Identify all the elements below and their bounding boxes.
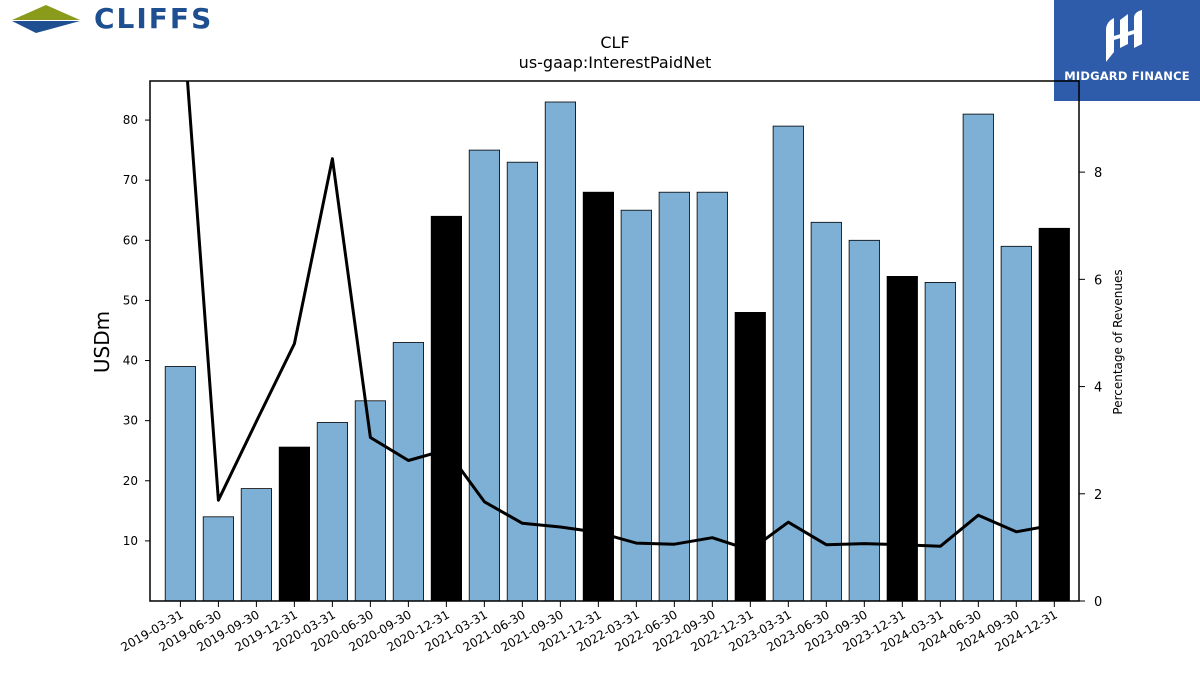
bar: [734, 311, 766, 602]
bar: [924, 281, 956, 602]
bar: [392, 342, 425, 602]
bar: [1038, 227, 1070, 602]
y-tick-label: 10: [123, 534, 138, 548]
line-series: [186, 81, 1055, 552]
bar: [620, 209, 652, 602]
cliffs-logo: CLIFFS: [6, 2, 246, 38]
bar: [696, 191, 728, 602]
bar: [582, 191, 615, 602]
y-axis-left: 10 20 30 40 50 60 70 80: [123, 113, 150, 548]
y2-tick-label: 8: [1094, 166, 1102, 181]
bar: [848, 239, 880, 602]
y-tick-label: 50: [123, 293, 138, 307]
midgard-logo-mark-icon: [1106, 10, 1142, 62]
y2-axis-label: Percentage of Revenues: [1111, 269, 1125, 414]
chart-subtitle: us-gaap:InterestPaidNet: [519, 53, 712, 72]
bar: [886, 275, 918, 602]
percentage-line: [186, 81, 1055, 552]
y-axis-right: 0 2 4 6 8: [1079, 166, 1102, 610]
y-axis-label: USDm: [90, 311, 114, 373]
y2-tick-label: 2: [1094, 488, 1102, 503]
y-tick-label: 80: [123, 113, 138, 127]
y-tick-label: 20: [123, 474, 138, 488]
bar: [240, 488, 272, 602]
bar: [202, 516, 234, 602]
x-axis: 2019-03-312019-06-302019-09-302019-12-31…: [118, 601, 1060, 654]
bar: [544, 101, 577, 602]
chart-title: CLF: [600, 33, 629, 52]
midgard-logo-text: MIDGARD FINANCE: [1064, 69, 1190, 83]
bar: [506, 161, 539, 602]
bar: [316, 422, 349, 602]
bar: [430, 215, 463, 602]
bar: [164, 366, 196, 602]
bar: [1000, 245, 1032, 602]
bar: [658, 191, 690, 602]
y-tick-label: 40: [123, 354, 138, 368]
bar: [278, 446, 311, 602]
bar-series: [164, 101, 1070, 602]
y2-tick-label: 0: [1094, 595, 1102, 610]
plot-frame: [149, 80, 1080, 602]
y-tick-label: 70: [123, 173, 138, 187]
bar: [468, 149, 501, 602]
cliffs-logo-mark-icon: [12, 5, 80, 33]
cliffs-logo-text: CLIFFS: [94, 2, 214, 35]
y2-tick-label: 6: [1094, 273, 1102, 288]
bar: [962, 113, 994, 602]
y-tick-label: 30: [123, 414, 138, 428]
y2-tick-label: 4: [1094, 381, 1102, 396]
y-tick-label: 60: [123, 233, 138, 247]
